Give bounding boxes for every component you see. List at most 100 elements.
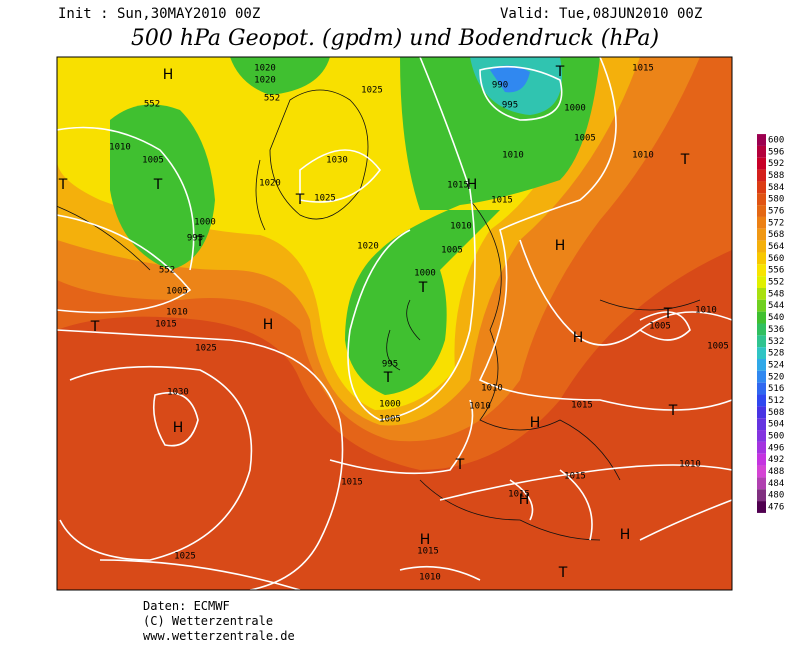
colorbar-swatch bbox=[757, 406, 766, 419]
colorbar-label: 532 bbox=[768, 337, 784, 347]
isobar-label: 1005 bbox=[379, 415, 401, 425]
isobar-label: 1005 bbox=[142, 156, 164, 166]
pressure-center: H bbox=[163, 67, 174, 83]
isobar-label: 552 bbox=[144, 100, 160, 110]
colorbar-label: 528 bbox=[768, 349, 784, 359]
colorbar-label: 492 bbox=[768, 455, 784, 465]
pressure-center: T bbox=[295, 192, 305, 208]
pressure-center: T bbox=[418, 280, 428, 296]
colorbar-swatch bbox=[757, 370, 766, 383]
colorbar-label: 484 bbox=[768, 479, 784, 489]
isobar-label: 1005 bbox=[649, 322, 671, 332]
colorbar-label: 568 bbox=[768, 230, 784, 240]
colorbar-swatch bbox=[757, 501, 766, 513]
colorbar-label: 580 bbox=[768, 195, 784, 205]
isobar-label: 1015 bbox=[508, 490, 530, 500]
pressure-center: T bbox=[680, 152, 690, 168]
isobar-label: 1020 bbox=[254, 76, 276, 86]
colorbar-swatch bbox=[757, 134, 766, 146]
isobar-label: 1005 bbox=[574, 134, 596, 144]
isobar-label: 1000 bbox=[564, 104, 586, 114]
isobar-label: 1005 bbox=[441, 246, 463, 256]
pressure-center: T bbox=[58, 177, 68, 193]
pressure-center: H bbox=[173, 420, 184, 436]
colorbar-swatch bbox=[757, 311, 766, 324]
valid-time: Valid: Tue,08JUN2010 00Z bbox=[500, 6, 702, 22]
isobar-label: 1010 bbox=[502, 151, 524, 161]
colorbar-label: 600 bbox=[768, 136, 784, 146]
isobar-label: 1020 bbox=[259, 179, 281, 189]
isobar-label: 1015 bbox=[447, 181, 469, 191]
colorbar-label: 536 bbox=[768, 325, 784, 335]
pressure-center: H bbox=[519, 492, 530, 508]
colorbar-swatch bbox=[757, 465, 766, 478]
isobar-label: 1025 bbox=[174, 552, 196, 562]
isobar-label: 1010 bbox=[481, 384, 503, 394]
colorbar-swatch bbox=[757, 264, 766, 277]
colorbar-label: 504 bbox=[768, 420, 784, 430]
pressure-center: T bbox=[90, 319, 100, 335]
colorbar-swatch bbox=[757, 430, 766, 442]
map-frame bbox=[56, 56, 733, 591]
pressure-center: T bbox=[455, 457, 465, 473]
colorbar-label: 576 bbox=[768, 207, 784, 217]
pressure-center: T bbox=[668, 403, 678, 419]
colorbar-swatch bbox=[757, 228, 766, 241]
map bbox=[57, 57, 732, 590]
isobar-label: 1010 bbox=[469, 402, 491, 412]
isobar-label: 1005 bbox=[166, 287, 188, 297]
colorbar-swatch bbox=[757, 323, 766, 336]
isobar-label: 1025 bbox=[195, 344, 217, 354]
isobar-label: 1015 bbox=[632, 64, 654, 74]
pressure-center: H bbox=[420, 532, 431, 548]
colorbar-swatch bbox=[757, 489, 766, 502]
pressure-center: H bbox=[620, 527, 631, 543]
isobar-label: 1030 bbox=[326, 156, 348, 166]
colorbar-swatch bbox=[757, 418, 766, 431]
colorbar-swatch bbox=[757, 145, 766, 158]
isobar-label: 1010 bbox=[109, 143, 131, 153]
isobar-label: 1025 bbox=[314, 194, 336, 204]
pressure-center: H bbox=[263, 317, 274, 333]
pressure-center: T bbox=[663, 306, 673, 322]
isobar-label: 1015 bbox=[491, 196, 513, 206]
isobar-label: 1005 bbox=[707, 342, 729, 352]
colorbar-label: 540 bbox=[768, 313, 784, 323]
colorbar-swatch bbox=[757, 169, 766, 182]
isobar-label: 995 bbox=[502, 101, 518, 111]
pressure-center: H bbox=[467, 177, 478, 193]
colorbar: 6005965925885845805765725685645605565525… bbox=[757, 134, 784, 513]
pressure-center: H bbox=[555, 238, 566, 254]
colorbar-swatch bbox=[757, 335, 766, 348]
colorbar-label: 572 bbox=[768, 218, 784, 228]
colorbar-label: 584 bbox=[768, 183, 784, 193]
pressure-center: H bbox=[530, 415, 541, 431]
isobar-label: 1000 bbox=[379, 400, 401, 410]
colorbar-label: 496 bbox=[768, 443, 784, 453]
isobar-label: 1020 bbox=[254, 64, 276, 74]
isobar-label: 1030 bbox=[167, 388, 189, 398]
colorbar-swatch bbox=[757, 359, 766, 371]
colorbar-label: 544 bbox=[768, 301, 784, 311]
colorbar-label: 488 bbox=[768, 467, 784, 477]
colorbar-swatch bbox=[757, 394, 766, 407]
isobar-label: 1025 bbox=[361, 86, 383, 96]
colorbar-label: 476 bbox=[768, 503, 784, 513]
colorbar-label: 592 bbox=[768, 159, 784, 169]
isobar-label: 1015 bbox=[571, 401, 593, 411]
colorbar-swatch bbox=[757, 453, 766, 466]
colorbar-swatch bbox=[757, 193, 766, 206]
colorbar-swatch bbox=[757, 287, 766, 300]
colorbar-label: 500 bbox=[768, 431, 784, 441]
colorbar-swatch bbox=[757, 477, 766, 490]
isobar-label: 1010 bbox=[166, 308, 188, 318]
isobar-label: 552 bbox=[264, 94, 280, 104]
isobar-label: 1015 bbox=[341, 478, 363, 488]
colorbar-label: 588 bbox=[768, 171, 784, 181]
colorbar-swatch bbox=[757, 299, 766, 312]
colorbar-label: 548 bbox=[768, 289, 784, 299]
colorbar-label: 552 bbox=[768, 278, 784, 288]
isobar-label: 1015 bbox=[564, 472, 586, 482]
source: Daten: ECMWF bbox=[143, 599, 230, 613]
